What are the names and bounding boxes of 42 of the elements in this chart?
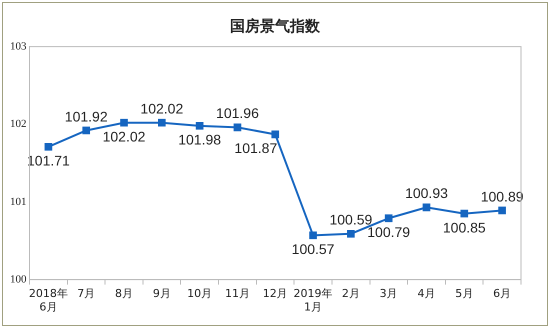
point (196, 122, 204, 130)
point (44, 142, 52, 151)
x-tick-label: 9月 (152, 287, 171, 300)
point (460, 210, 468, 218)
x-tick-label: 5月 (455, 287, 474, 300)
x-tick-label: 2月 (342, 287, 360, 300)
x-tick-label: 6月 (493, 287, 512, 300)
x-tick-label: 12月 (262, 287, 288, 300)
data-label: 101.98 (178, 132, 222, 148)
y-tick-label: 101 (10, 196, 26, 208)
x-tick-label: 11月 (224, 287, 250, 300)
x-tick-label: 2019年 1月 (294, 287, 333, 314)
point (309, 232, 317, 240)
y-tick-label: 100 (10, 273, 27, 286)
data-label: 101.92 (64, 108, 108, 124)
data-label: 101.71 (26, 152, 70, 169)
point (120, 118, 128, 127)
point (498, 206, 506, 214)
y-tick-label: 102 (10, 118, 26, 130)
y-tick-label: 103 (10, 40, 27, 52)
data-label: 100.89 (480, 188, 524, 204)
x-tick-label: 2018年 6月 (28, 287, 68, 314)
point (234, 124, 242, 132)
x-tick-label: 4月 (417, 287, 436, 300)
data-label: 102.02 (140, 100, 184, 117)
data-label: 100.57 (292, 241, 335, 258)
x-tick-label: 10月 (187, 287, 212, 300)
point (347, 230, 355, 238)
chart-title: 国房景气指数 (229, 17, 321, 37)
x-tick-label: 3月 (380, 287, 398, 300)
point (82, 126, 90, 134)
data-label: 100.93 (405, 185, 448, 202)
data-label: 102.02 (102, 128, 146, 145)
data-label: 101.87 (234, 140, 278, 156)
x-tick-label: 7月 (77, 287, 96, 300)
data-label: 100.85 (442, 219, 486, 236)
point (271, 130, 280, 138)
point (158, 118, 166, 127)
data-label: 101.96 (216, 105, 260, 122)
x-tick-label: 8月 (115, 287, 134, 300)
point (422, 204, 430, 212)
point (384, 214, 392, 222)
